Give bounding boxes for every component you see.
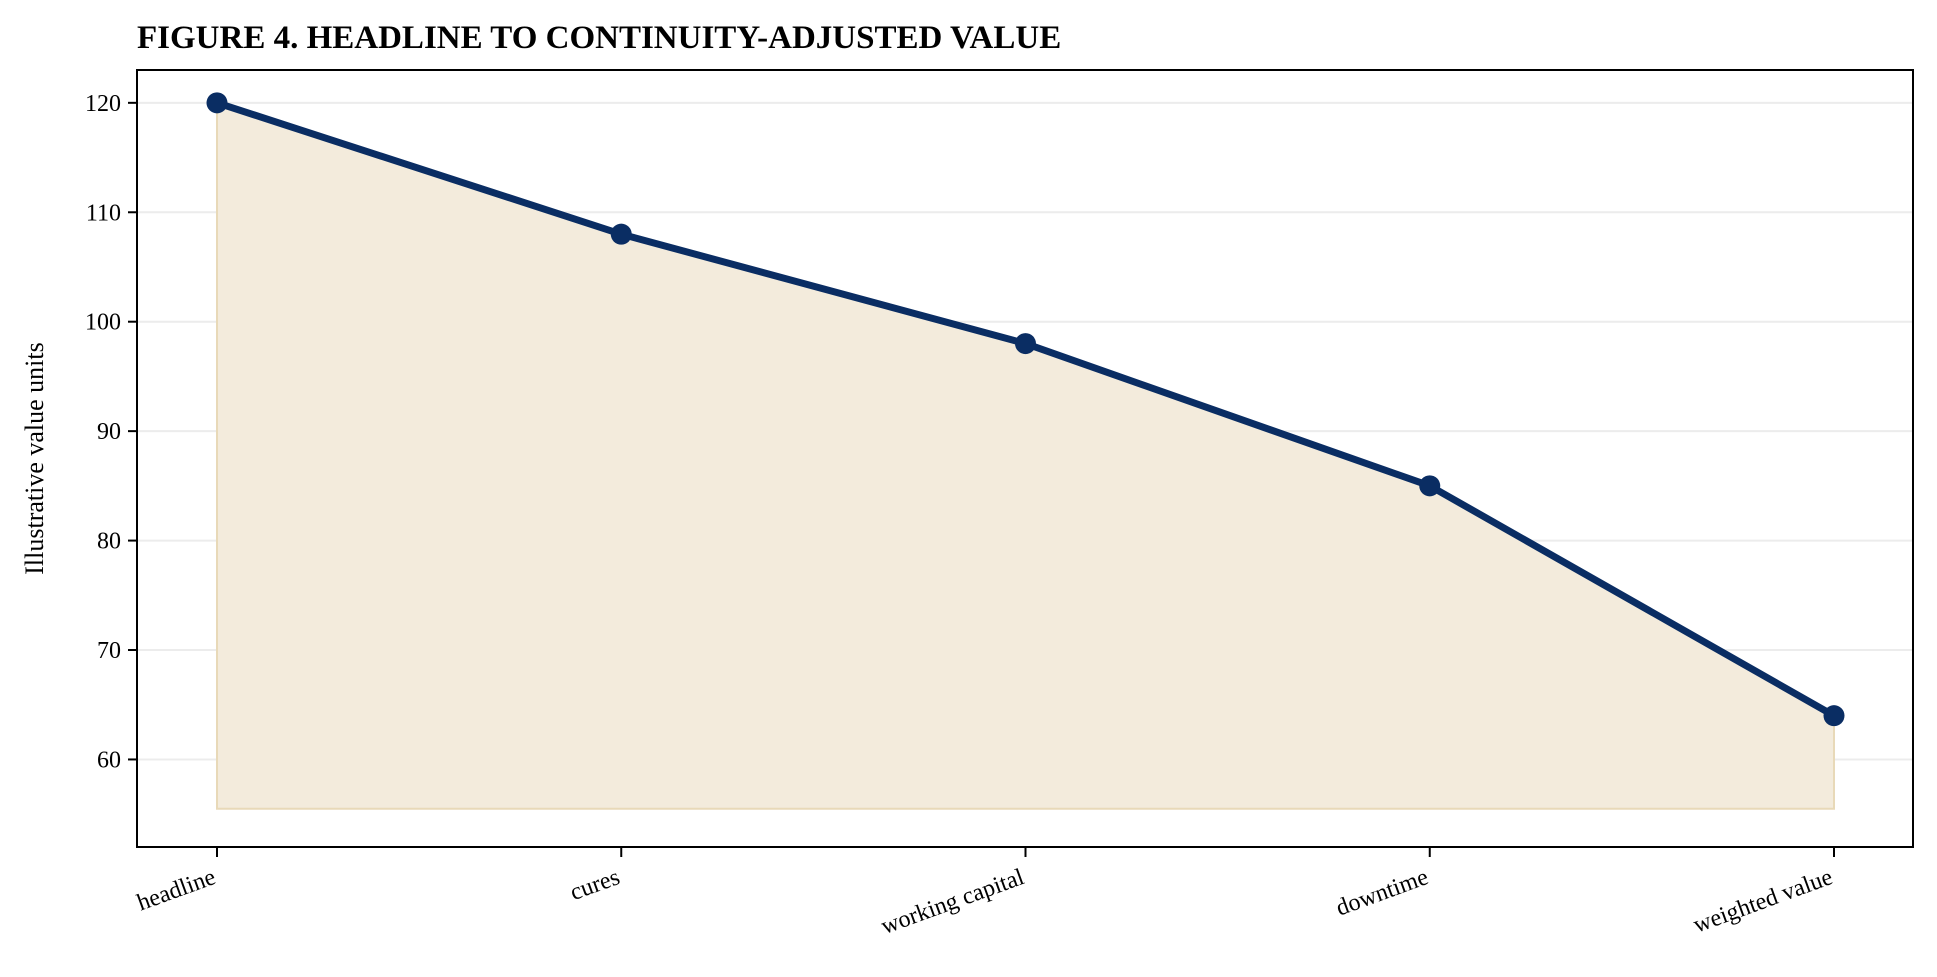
y-tick-label: 100 <box>85 310 121 336</box>
y-tick-label: 90 <box>97 419 121 445</box>
area-fill-layer <box>216 101 1835 810</box>
chart-title: FIGURE 4. HEADLINE TO CONTINUITY-ADJUSTE… <box>137 20 1061 56</box>
area-fill <box>216 101 1835 810</box>
data-points <box>206 92 1845 727</box>
y-tick-label: 110 <box>86 200 121 226</box>
y-axis-ticks: 60 70 80 90 100 110 120 <box>85 91 137 773</box>
y-tick-label: 120 <box>85 91 121 117</box>
data-point-5 <box>1823 705 1845 727</box>
y-axis-label: Illustrative value units <box>20 342 49 575</box>
x-tick-label: downtime <box>1333 864 1432 921</box>
y-tick-label: 80 <box>97 529 121 555</box>
data-point-3 <box>1015 333 1036 355</box>
x-tick-label: headline <box>134 864 219 916</box>
data-point-4 <box>1419 475 1441 497</box>
x-tick-label: cures <box>567 864 623 906</box>
x-axis-ticks: headline cures working capital downtime weig… <box>134 847 1836 940</box>
data-point-1 <box>206 92 228 114</box>
y-tick-label: 70 <box>97 638 121 664</box>
x-tick-label: working capital <box>878 864 1028 940</box>
x-tick-label: weighted value <box>1690 864 1836 938</box>
data-point-2 <box>610 223 632 245</box>
y-tick-label: 60 <box>97 747 121 773</box>
